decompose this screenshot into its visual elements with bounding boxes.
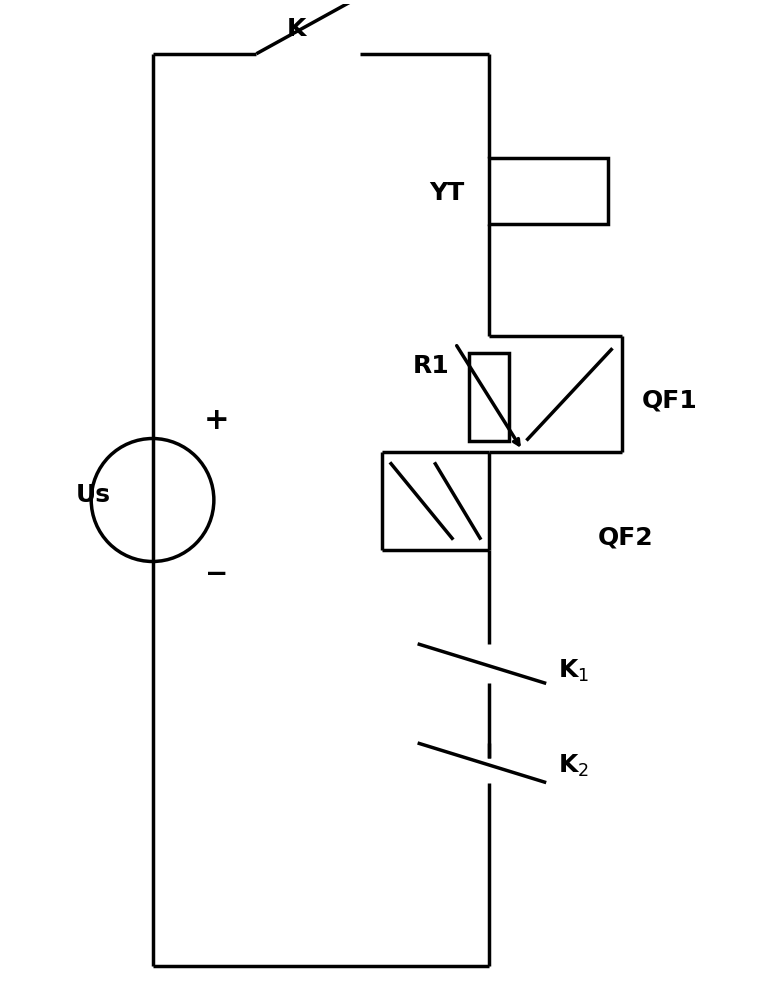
Text: +: +: [204, 406, 229, 435]
Bar: [469, 353, 509, 440]
Text: K$_2$: K$_2$: [558, 753, 589, 779]
Text: K: K: [286, 17, 305, 41]
Bar: [489, 158, 607, 224]
Text: YT: YT: [429, 181, 464, 205]
Text: Us: Us: [76, 483, 110, 507]
Text: QF2: QF2: [597, 526, 653, 550]
Text: QF1: QF1: [642, 389, 698, 413]
Text: R1: R1: [413, 354, 449, 378]
Text: −: −: [206, 560, 229, 588]
Text: K$_1$: K$_1$: [558, 657, 589, 684]
